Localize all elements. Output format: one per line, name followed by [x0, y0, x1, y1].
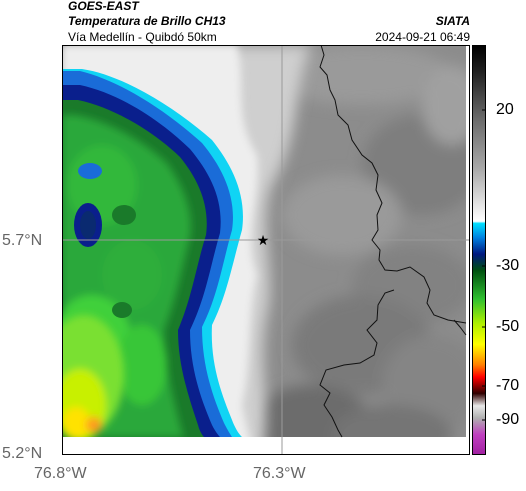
satellite-name: GOES-EAST	[68, 0, 139, 13]
lat-tick-label: 5.7°N	[2, 232, 43, 249]
cold-patches	[74, 163, 136, 318]
municipal-border	[319, 289, 467, 438]
lon-tick-label: 76.3°W	[253, 465, 306, 482]
colorbar-tick-label: -90	[496, 411, 520, 428]
lon-tick-label: 76.8°W	[34, 465, 87, 482]
organization-label: SIATA	[435, 14, 470, 28]
colorbar-tick-label: -50	[496, 318, 520, 335]
colorbar-tick-label: 20	[496, 101, 514, 118]
star-marker: ★	[257, 233, 270, 249]
colorbar	[472, 45, 486, 455]
warm-patches	[62, 315, 124, 441]
colorbar-tick-label: -30	[496, 257, 520, 274]
colorbar-tick-label: -70	[496, 377, 520, 394]
area-label: Vía Medellín - Quibdó 50km	[68, 30, 217, 44]
department-border	[319, 45, 467, 324]
brightness-temperature-map: ★	[62, 45, 470, 455]
product-title: Temperatura de Brillo CH13	[68, 14, 226, 28]
lat-tick-label: 5.2°N	[2, 445, 43, 462]
timestamp-label: 2024-09-21 06:49	[375, 30, 470, 44]
